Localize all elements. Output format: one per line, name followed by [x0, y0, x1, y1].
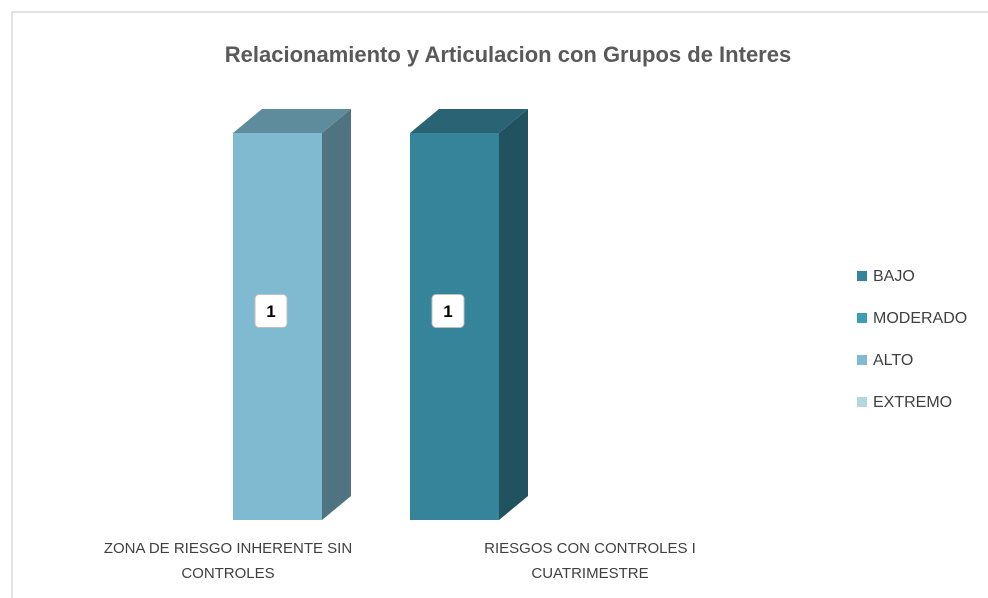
legend-swatch — [857, 397, 867, 407]
x-tick-label: RIESGOS CON CONTROLES I CUATRIMESTRE — [484, 540, 696, 582]
bar-side — [499, 109, 528, 520]
legend-label: EXTREMO — [873, 394, 952, 411]
legend-label: BAJO — [873, 268, 915, 285]
data-label: 1 — [266, 302, 275, 321]
legend-label: ALTO — [873, 352, 913, 369]
legend-label: MODERADO — [873, 310, 967, 327]
legend-swatch — [857, 355, 867, 365]
bar-top — [233, 109, 351, 133]
bar-side — [322, 109, 351, 520]
chart-border — [11, 11, 988, 598]
chart-title: Relacionamiento y Articulacion con Grupo… — [225, 42, 791, 67]
legend-swatch — [857, 313, 867, 323]
bar-top — [410, 109, 528, 133]
data-label-box — [254, 294, 288, 328]
data-label: 1 — [443, 302, 452, 321]
x-tick-label: ZONA DE RIESGO INHERENTE SIN CONTROLES — [103, 540, 353, 582]
data-label-box — [431, 294, 465, 328]
legend-swatch — [857, 271, 867, 281]
